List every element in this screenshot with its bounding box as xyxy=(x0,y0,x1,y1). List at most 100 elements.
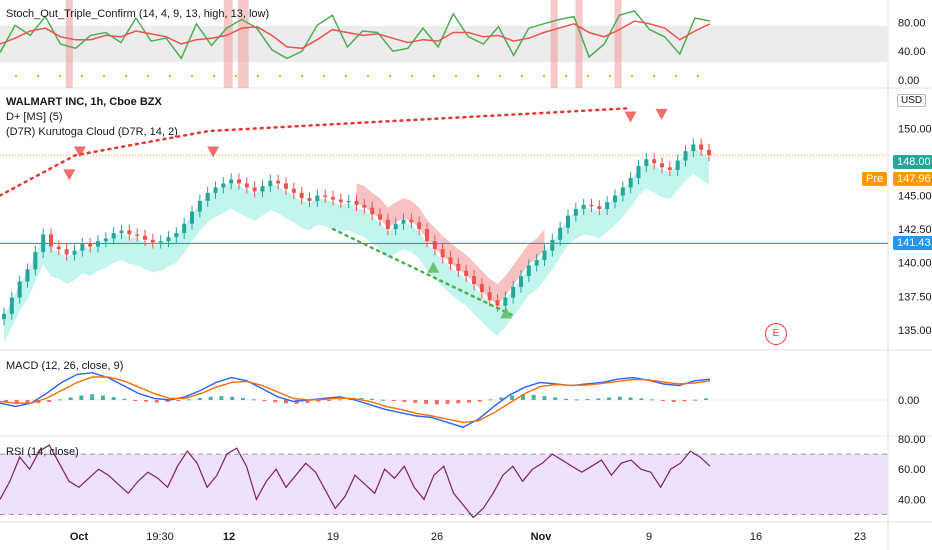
candle-body xyxy=(2,313,6,320)
candle-body xyxy=(589,204,594,207)
candle-body xyxy=(41,234,46,252)
stoch-dot xyxy=(213,75,215,77)
candle-body xyxy=(17,281,22,298)
macd-histogram-bar xyxy=(57,399,62,401)
stoch-dot xyxy=(631,75,633,77)
stoch-signal-zone xyxy=(65,0,73,88)
candle-body xyxy=(80,243,85,251)
macd-histogram-bar xyxy=(542,396,547,400)
macd-histogram-bar xyxy=(499,397,504,400)
candle-body xyxy=(683,151,688,161)
rsi-indicator-label[interactable]: RSI (14, close) xyxy=(6,446,79,458)
candle-body xyxy=(49,234,53,247)
macd-histogram-bar xyxy=(531,394,536,400)
candle-body xyxy=(401,219,406,224)
macd-histogram-bar xyxy=(197,398,202,400)
stoch-dot xyxy=(15,75,17,77)
candle-body xyxy=(534,259,539,266)
candle-body xyxy=(268,180,273,187)
stoch-indicator-label[interactable]: Stoch_Out_Triple_Confirm (14, 4, 9, 13, … xyxy=(6,8,270,20)
candle-body xyxy=(323,195,328,197)
candle-body xyxy=(346,200,351,203)
candle-body xyxy=(197,200,202,212)
macd-indicator-label[interactable]: MACD (12, 26, close, 9) xyxy=(6,360,124,372)
stoch-dot xyxy=(323,75,325,77)
stoch-dot xyxy=(455,75,457,77)
macd-histogram-bar xyxy=(68,397,73,400)
macd-histogram-bar xyxy=(79,395,84,400)
currency-badge[interactable]: USD xyxy=(897,94,927,107)
macd-histogram-bar xyxy=(456,400,461,404)
stoch-signal-zone xyxy=(575,0,583,88)
dplus-indicator-label[interactable]: D+ [MS] (5) xyxy=(6,111,63,123)
macd-histogram-bar xyxy=(359,398,364,400)
macd-histogram-bar xyxy=(607,397,612,400)
macd-histogram-bar xyxy=(682,400,687,402)
candle-body xyxy=(190,211,194,224)
candle-body xyxy=(166,237,171,242)
candle-body xyxy=(385,219,390,230)
candle-body xyxy=(213,187,218,193)
macd-line-macd xyxy=(0,372,711,428)
candle-body xyxy=(135,234,140,236)
macd-histogram-bar xyxy=(25,400,30,404)
candle-body xyxy=(252,187,257,192)
earnings-icon[interactable]: E xyxy=(765,323,787,345)
candle-body xyxy=(425,229,429,242)
stoch-dot xyxy=(345,75,347,77)
price-tick-label: 145.00 xyxy=(898,190,932,202)
macd-histogram-bar xyxy=(219,396,224,400)
rsi-tick-label: 80.00 xyxy=(898,434,926,446)
candle-body xyxy=(472,276,476,285)
candle-body xyxy=(675,160,680,170)
candle-body xyxy=(566,215,570,228)
horizontal-line-price-tag: 141.43 xyxy=(893,236,932,250)
stoch-signal-zone xyxy=(237,0,249,88)
stoch-dot xyxy=(169,75,171,77)
candle-body xyxy=(652,159,657,164)
candle-body xyxy=(111,233,116,239)
kurutoga-indicator-label[interactable]: (D7R) Kurutoga Cloud (D7R, 14, 2) xyxy=(6,126,178,138)
candle-body xyxy=(660,163,664,168)
candle-body xyxy=(558,227,563,240)
buy-arrow-marker xyxy=(500,307,513,319)
candle-body xyxy=(378,214,382,220)
stoch-dot xyxy=(499,75,501,77)
candle-body xyxy=(370,207,375,215)
macd-histogram-bar xyxy=(251,399,256,401)
stoch-dot xyxy=(301,75,303,77)
symbol-title[interactable]: WALMART INC, 1h, Cboe BZX xyxy=(6,96,162,108)
macd-histogram-bar xyxy=(305,400,310,403)
candle-body xyxy=(119,230,124,234)
macd-histogram-bar xyxy=(639,398,644,400)
macd-histogram-bar xyxy=(564,398,568,400)
macd-histogram-bar xyxy=(262,400,267,401)
candle-body xyxy=(636,165,641,179)
buy-arrow-marker xyxy=(427,261,440,273)
last-price-tag: 148.00 xyxy=(893,155,932,169)
bull-cloud xyxy=(4,147,709,344)
candle-body xyxy=(487,292,492,301)
macd-histogram-bar xyxy=(477,400,482,402)
macd-histogram-bar xyxy=(14,400,19,404)
candle-body xyxy=(338,199,343,203)
candle-body xyxy=(237,179,241,184)
rsi-tick-label: 40.00 xyxy=(898,494,926,506)
macd-histogram-bar xyxy=(230,396,235,400)
dplus-dotted-line xyxy=(331,227,517,318)
stoch-dot xyxy=(257,75,259,77)
candle-body xyxy=(597,206,602,209)
macd-line-signal xyxy=(0,376,711,424)
candle-body xyxy=(495,300,500,306)
stoch-dot xyxy=(81,75,83,77)
candle-body xyxy=(299,192,304,199)
macd-histogram-bar xyxy=(574,399,579,401)
candle-body xyxy=(362,204,367,208)
stoch-tick-label: 0.00 xyxy=(898,75,919,87)
stoch-signal-zone xyxy=(550,0,558,88)
stoch-dot xyxy=(103,75,105,77)
macd-histogram-bar xyxy=(154,400,159,403)
candle-body xyxy=(605,202,610,209)
price-tick-label: 135.00 xyxy=(898,325,932,337)
